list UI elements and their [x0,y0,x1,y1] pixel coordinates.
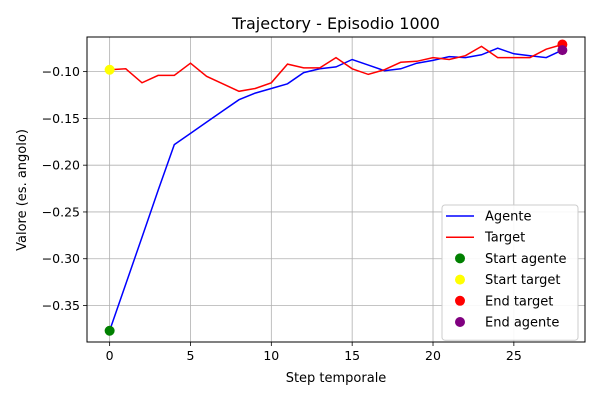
legend: Agente Target Start agente Start target End … [441,204,579,341]
series-line-agente [108,47,563,332]
marker-points [104,39,568,336]
plot-frame [86,36,586,343]
y-tick-label: −0.30 [42,251,80,266]
y-tick-label: −0.15 [42,111,80,126]
y-tick-label: −0.35 [42,298,80,313]
x-tick-label: 20 [425,348,441,363]
legend-entry: End agente [485,316,559,331]
x-tick-label: 10 [263,348,279,363]
legend-entry: Agente [485,210,531,225]
point-start-agente [104,325,115,336]
legend-swatch [455,295,465,306]
y-tick-label: −0.10 [42,64,80,79]
legend-entry: Target [484,231,525,246]
legend-entry: Start target [485,273,560,288]
y-ticks: −0.35 −0.30 −0.25 −0.20 −0.15 −0.10 [42,64,87,313]
legend-entry: Start agente [485,252,566,267]
legend-swatch [455,253,465,264]
y-tick-label: −0.25 [42,204,80,219]
legend-entry: End target [485,294,553,309]
point-start-target [104,64,115,75]
chart-title: Trajectory - Episodio 1000 [231,14,440,33]
x-axis-label: Step temporale [286,371,387,386]
point-end-agente [557,45,568,56]
legend-swatch [455,274,465,285]
x-tick-label: 0 [106,348,114,363]
series-lines [108,43,563,332]
x-tick-label: 5 [187,348,195,363]
series-line-target [109,43,563,93]
legend-box [441,204,579,341]
y-tick-label: −0.20 [42,158,80,173]
x-tick-label: 25 [506,348,522,363]
legend-swatch [455,317,465,327]
x-ticks: 0 5 10 15 20 25 [106,342,522,363]
y-axis-label: Valore (es. angolo) [15,129,30,251]
x-tick-label: 15 [344,348,360,363]
